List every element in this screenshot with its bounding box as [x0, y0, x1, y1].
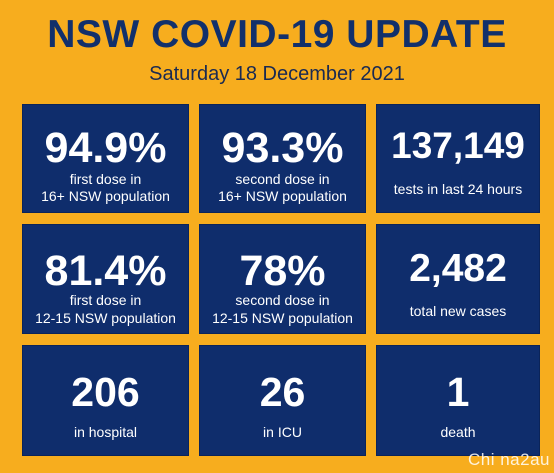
- stat-label-line2: 16+ NSW population: [218, 188, 347, 204]
- stat-label-line2: 16+ NSW population: [41, 188, 170, 204]
- stat-label-line1: total new cases: [409, 303, 507, 319]
- stat-tile-first-dose-16plus: 94.9% first dose in 16+ NSW population: [22, 104, 189, 213]
- stat-tile-second-dose-16plus: 93.3% second dose in 16+ NSW population: [199, 104, 366, 213]
- stat-label-line1: first dose in: [69, 292, 142, 308]
- stat-value: 94.9%: [44, 124, 167, 172]
- date-subtitle: Saturday 18 December 2021: [149, 63, 405, 85]
- stat-label-line2: 12-15 NSW population: [212, 310, 353, 326]
- stat-value: 26: [259, 369, 306, 415]
- stat-value: 1: [446, 369, 470, 415]
- stat-tile-tests: 137,149 tests in last 24 hours: [376, 104, 540, 213]
- stat-value: 137,149: [391, 125, 525, 166]
- stat-tile-death: 1 death: [376, 345, 540, 456]
- stat-value: 2,482: [409, 247, 507, 290]
- stat-label-line1: first dose in: [69, 171, 142, 187]
- stat-label-line1: in hospital: [73, 424, 138, 440]
- stat-label-line1: tests in last 24 hours: [393, 181, 523, 197]
- stat-tile-hospital: 206 in hospital: [22, 345, 189, 456]
- stat-label-line2: 12-15 NSW population: [35, 310, 176, 326]
- stat-label-line1: in ICU: [263, 424, 302, 440]
- stat-value: 81.4%: [44, 247, 167, 295]
- stat-tile-second-dose-12-15: 78% second dose in 12-15 NSW population: [199, 224, 366, 334]
- stat-value: 93.3%: [221, 124, 344, 172]
- stat-tile-icu: 26 in ICU: [199, 345, 366, 456]
- stat-value: 78%: [239, 247, 326, 295]
- stat-value: 206: [71, 369, 140, 415]
- stat-label-line1: death: [440, 424, 476, 440]
- stat-tile-new-cases: 2,482 total new cases: [376, 224, 540, 334]
- stat-tile-first-dose-12-15: 81.4% first dose in 12-15 NSW population: [22, 224, 189, 334]
- stat-label-line1: second dose in: [235, 292, 330, 308]
- page-title: NSW COVID-19 UPDATE: [47, 13, 507, 56]
- stat-label-line1: second dose in: [235, 171, 330, 187]
- watermark-text: Chi na2au: [467, 450, 550, 469]
